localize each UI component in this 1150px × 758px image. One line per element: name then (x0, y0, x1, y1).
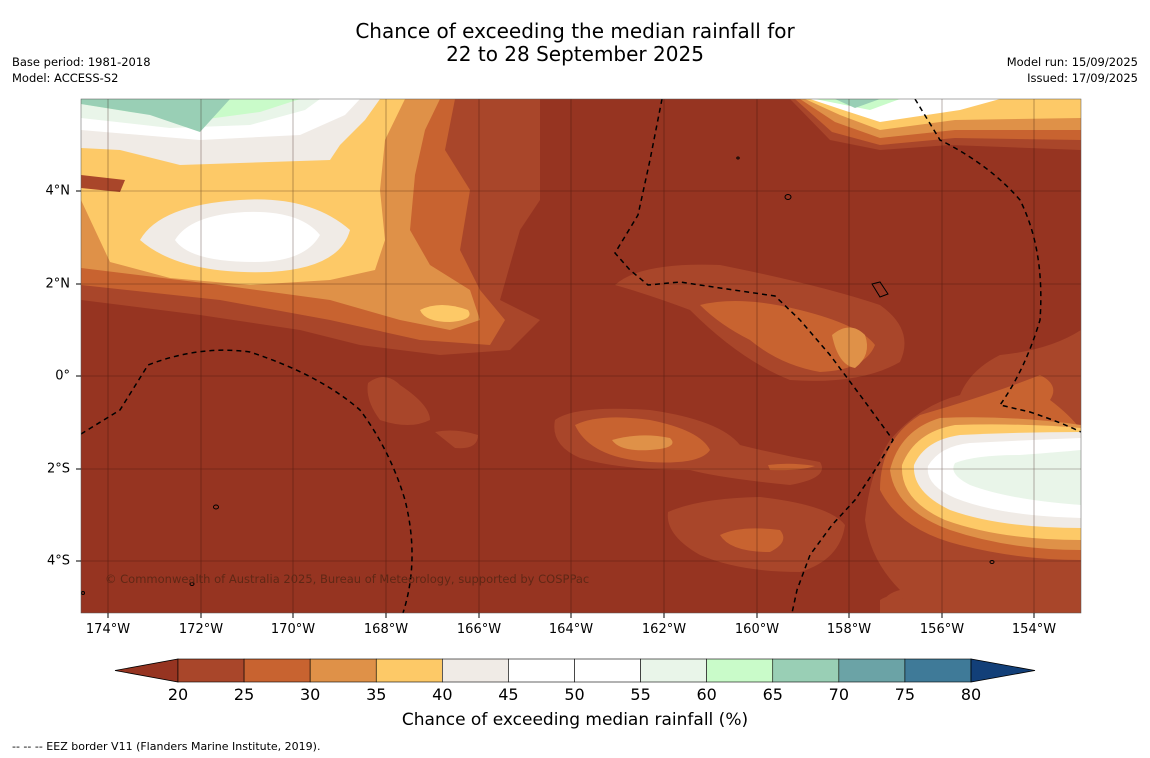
lon-tick-label: 166°W (456, 622, 502, 637)
lon-tick-label: 164°W (548, 622, 594, 637)
eez-borders (81, 99, 1081, 613)
colorbar-swatch (772, 658, 840, 683)
lon-tick-label: 170°W (270, 622, 316, 637)
colorbar-tick-label: 50 (564, 685, 585, 704)
colorbar-swatch (309, 658, 377, 683)
colorbar-tick-label: 75 (894, 685, 916, 704)
lon-tick-label: 158°W (826, 622, 872, 637)
colorbar-tick-label: 45 (498, 685, 519, 704)
meta-right: Model run: 15/09/2025 Issued: 17/09/2025 (1007, 55, 1138, 86)
lat-tick-label: 0° (55, 368, 70, 384)
contour-ce-35 (832, 327, 868, 368)
colorbar-under-arrow (114, 658, 179, 683)
graticule (81, 99, 1081, 613)
colorbar-swatch (574, 658, 641, 683)
colorbar-tick-label: 40 (432, 685, 453, 704)
lon-tick-label: 160°W (734, 622, 780, 637)
colorbar-swatch (177, 658, 245, 683)
contour-ce-30 (700, 301, 875, 372)
colorbar-tick-label: 55 (630, 685, 651, 704)
contour-nw-50-b (175, 211, 320, 262)
contour-e-60 (953, 450, 1081, 505)
lat-tick-label: 4°N (45, 183, 71, 199)
meta-left: Base period: 1981-2018 Model: ACCESS-S2 (12, 55, 151, 86)
colorbar-tick-label: 60 (696, 685, 717, 704)
title-line-1: Chance of exceeding the median rainfall … (355, 19, 795, 43)
colorbar-swatch (640, 658, 707, 683)
contour-ne-70 (835, 99, 880, 108)
colorbar (114, 658, 1036, 683)
contour-nw-40-b (420, 305, 470, 322)
lon-tick-label: 162°W (641, 622, 687, 637)
lat-tick-label: 2°S (46, 461, 70, 477)
map-field (81, 99, 1081, 613)
lon-tick-label: 168°W (363, 622, 409, 637)
axis-ticks (76, 190, 1035, 618)
map-frame (80, 98, 1082, 614)
title-line-2: 22 to 28 September 2025 (446, 42, 704, 66)
copyright-credit: © Commonwealth of Australia 2025, Bureau… (105, 572, 590, 586)
colorbar-tick-label: 30 (299, 685, 321, 704)
colorbar-tick-label: 35 (366, 685, 387, 704)
colorbar-tick-label: 25 (233, 685, 255, 704)
issued-date: Issued: 17/09/2025 (1027, 70, 1138, 85)
contour-nw-25-c (81, 175, 125, 192)
contour-s-30 (720, 528, 784, 552)
eez-footnote: -- -- -- EEZ border V11 (Flanders Marine… (12, 740, 321, 753)
colorbar-tick-label: 20 (167, 685, 189, 704)
colorbar-swatch (838, 658, 906, 683)
contour-cs-30-b (768, 463, 815, 471)
colorbar-swatch (904, 658, 972, 683)
colorbar-swatch (706, 658, 774, 683)
model-name: Model: ACCESS-S2 (12, 70, 119, 85)
contour-se-25 (880, 596, 915, 613)
colorbar-swatch (508, 658, 575, 683)
colorbar-swatch (442, 658, 509, 683)
colorbar-label: Chance of exceeding median rainfall (%) (401, 710, 749, 730)
colorbar-tick-label: 70 (828, 685, 850, 704)
contour-w-25-b (435, 430, 478, 449)
contour-nw-70 (81, 99, 230, 132)
colorbar-swatch (243, 658, 311, 683)
colorbar-tick-label: 65 (762, 685, 783, 704)
lon-tick-label: 156°W (919, 622, 965, 637)
colorbar-swatch (375, 658, 443, 683)
contour-w-25 (367, 376, 430, 425)
lat-tick-label: 2°N (45, 276, 71, 292)
model-run: Model run: 15/09/2025 (1006, 55, 1138, 69)
colorbar-over-arrow (970, 658, 1036, 683)
contour-cs-35 (612, 435, 673, 451)
lat-tick-label: 4°S (46, 553, 70, 569)
lon-tick-label: 172°W (178, 622, 224, 637)
lon-tick-label: 174°W (85, 622, 131, 637)
islands (81, 156, 995, 595)
map-title: Chance of exceeding the median rainfall … (0, 20, 1150, 66)
base-period: Base period: 1981-2018 (12, 55, 151, 69)
colorbar-tick-label: 80 (960, 685, 982, 704)
lon-tick-label: 154°W (1011, 622, 1057, 637)
